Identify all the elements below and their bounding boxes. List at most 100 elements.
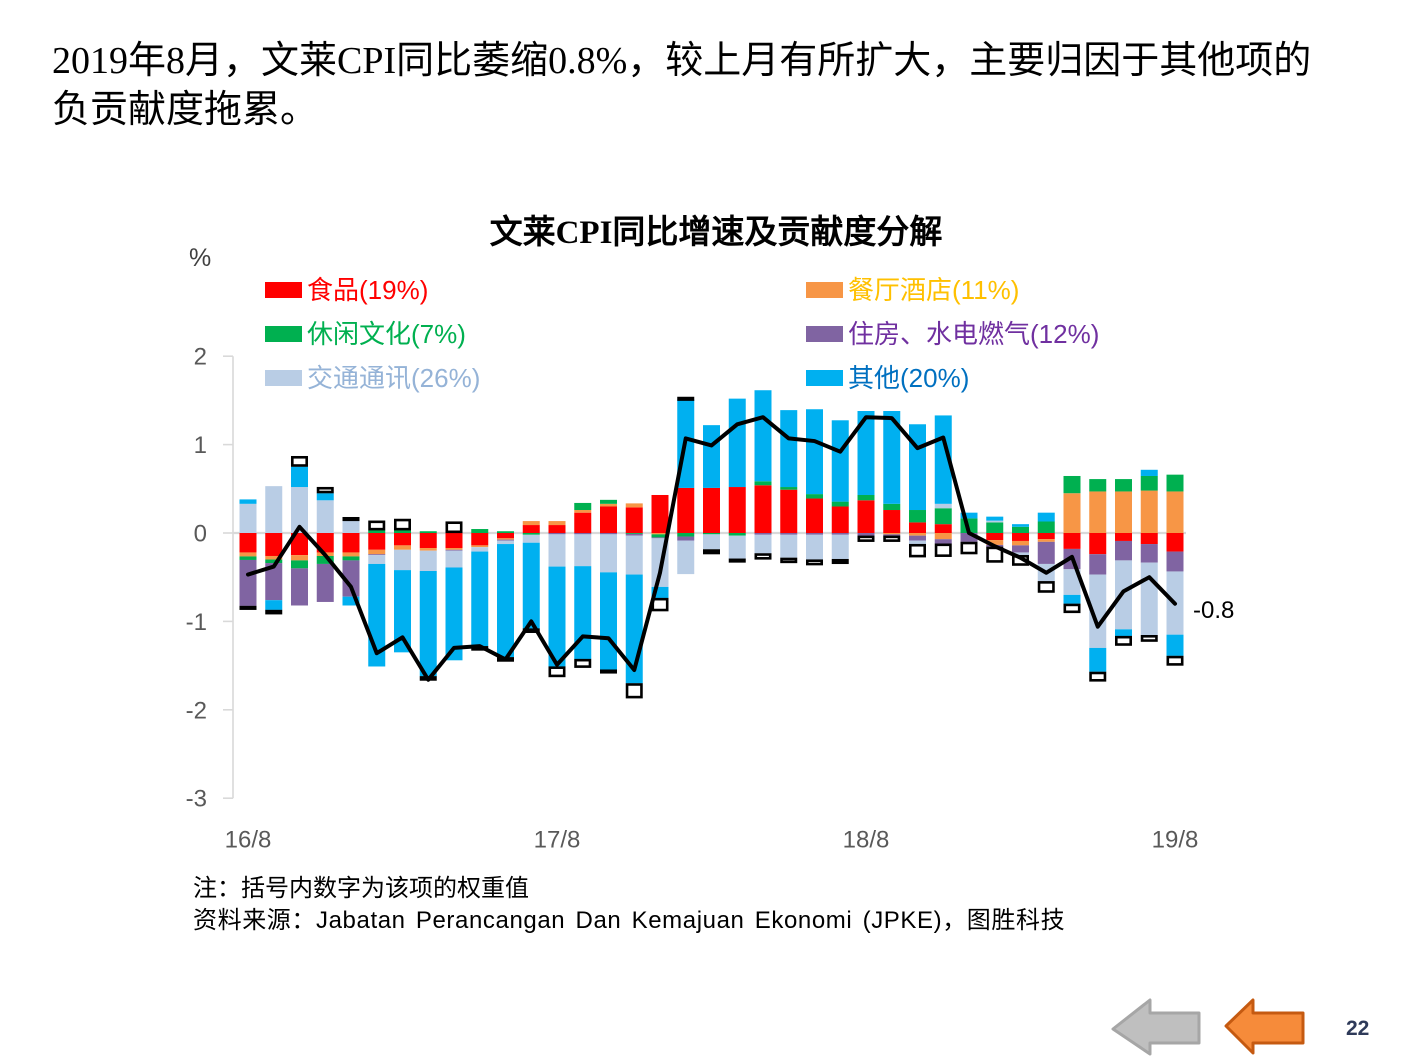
residual-box [702,549,720,555]
legend-swatch [265,282,302,298]
bar-segment-3 [342,560,360,597]
residual-box [368,520,386,531]
residual-box [857,535,875,542]
residual-box [754,553,772,560]
data-source: 资料来源：Jabatan Perancangan Dan Kemajuan Ek… [193,907,1066,934]
bar-segment-4 [445,550,463,568]
bar-segment-4 [368,555,386,564]
end-value-label: -0.8 [1193,597,1234,624]
bar-segment-2 [831,501,849,507]
bar-segment-0 [1089,533,1107,555]
bar-segment-3 [497,539,514,541]
legend-swatch [265,370,302,386]
bar-segment-5 [703,425,720,488]
y-tick-label: -3 [186,786,207,813]
residual-box [625,683,643,699]
bar-segment-1 [600,503,617,507]
bar-segment-0 [471,533,489,546]
residual-boxes [239,396,1184,699]
bar-segment-4 [265,486,283,533]
bar-segment-0 [883,510,901,533]
bar-segment-4 [548,534,566,567]
bar-segment-4 [831,534,849,560]
bar-segment-5 [316,493,334,501]
previous-slide-button[interactable] [1108,996,1204,1056]
bar-segment-4 [1012,552,1029,556]
residual-box [1166,655,1184,666]
y-tick-label: 1 [194,432,207,459]
bar-segment-0 [754,485,772,533]
bar-segment-3 [651,537,669,539]
bar-segment-0 [909,522,926,533]
bar-segment-0 [394,533,411,546]
bar-segment-3 [239,559,257,606]
bar-segment-3 [754,533,772,535]
bar-segment-1 [522,521,540,526]
residual-box [342,516,360,522]
bar-segment-0 [1063,533,1081,549]
bar-segment-0 [548,525,566,533]
bar-segment-3 [677,536,695,541]
bar-segment-5 [239,499,257,504]
bar-segment-1 [883,533,901,535]
residual-box [316,486,334,494]
bar-segment-3 [883,534,901,536]
bar-segment-0 [445,533,463,549]
residual-box [290,455,308,467]
bar-segment-4 [574,534,592,567]
residual-box [780,557,798,564]
total-cpi-line [246,415,1177,682]
bar-segment-4 [677,540,695,575]
stacked-bars [239,390,1184,684]
bar-segment-2 [986,522,1004,533]
bar-segment-0 [342,533,360,553]
bar-segment-2 [625,533,643,534]
bar-segment-5 [471,551,489,647]
bar-segment-2 [394,530,411,533]
residual-box [651,597,669,612]
bar-segment-3 [1140,544,1158,563]
bar-segment-1 [291,555,308,561]
residual-box [239,605,257,610]
residual-box [908,543,926,558]
bar-segment-5 [600,572,617,670]
bar-segment-5 [883,411,901,504]
bar-segment-0 [831,506,849,533]
bar-segment-2 [239,556,257,560]
bar-segment-1 [239,552,257,557]
bar-segment-3 [780,533,798,535]
bar-segment-2 [703,533,720,535]
legend-label: 休闲文化(7%) [307,319,466,349]
bar-segment-0 [291,533,308,556]
bar-segment-3 [934,539,952,544]
bar-segment-0 [265,533,283,556]
bar-segment-4 [1140,562,1158,636]
return-button[interactable] [1220,996,1308,1056]
bar-segment-5 [1115,629,1132,636]
bar-segment-5 [419,571,437,677]
bar-segment-3 [806,533,823,535]
bar-segment-1 [651,533,669,535]
bar-segment-2 [1012,526,1029,533]
bar-segment-3 [1037,541,1055,564]
bar-segment-2 [677,533,695,537]
bar-segment-4 [239,503,257,533]
bar-segment-5 [522,542,540,629]
bar-segment-1 [986,540,1004,545]
bar-segment-1 [1115,491,1132,533]
residual-box [934,543,952,557]
legend-label: 餐厅酒店(11%) [848,275,1020,305]
bar-segment-4 [291,487,308,533]
bar-segment-5 [394,570,411,653]
bar-segment-1 [445,548,463,550]
bar-segment-2 [909,510,926,523]
bar-segment-5 [986,516,1004,521]
bar-segment-4 [1115,560,1132,630]
legend-item-restaurants-hotels: 餐厅酒店(11%) [806,274,1019,306]
bar-segment-3 [1115,540,1132,561]
bar-segment-3 [857,533,875,536]
bar-segment-1 [1166,491,1184,533]
bar-segment-0 [239,533,257,553]
bar-segment-0 [677,487,695,533]
